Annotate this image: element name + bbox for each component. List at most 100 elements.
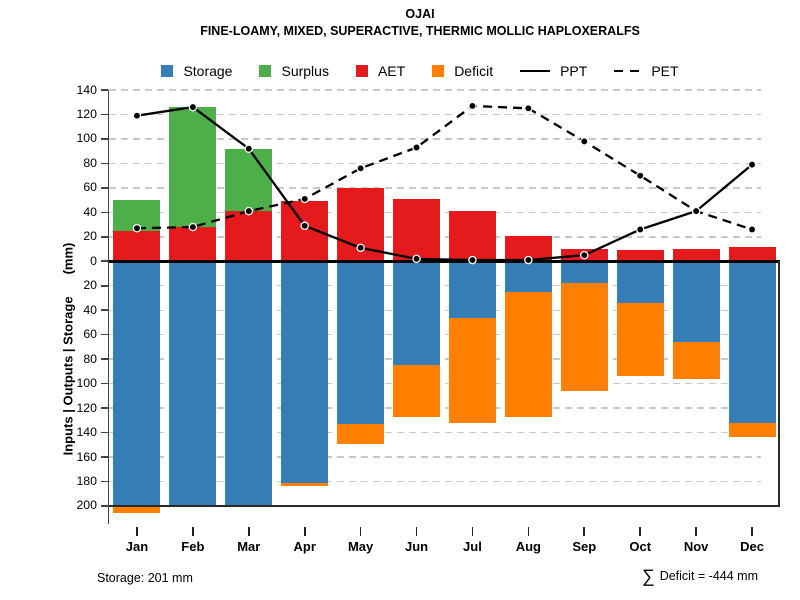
pet-marker-oct bbox=[635, 171, 645, 180]
x-axis-tick-oct bbox=[639, 527, 641, 536]
bar-deficit-jan bbox=[113, 507, 161, 514]
x-axis-tick-mar bbox=[247, 527, 250, 536]
x-tick-label-may: May bbox=[347, 539, 374, 554]
x-axis-tick-feb bbox=[192, 527, 194, 536]
legend-item-pet: PET bbox=[614, 63, 679, 79]
x-tick-label-aug: Aug bbox=[515, 539, 541, 554]
y-axis-tick-0 bbox=[101, 89, 108, 91]
y-axis-tick-1 bbox=[101, 113, 108, 116]
pet-marker-jan bbox=[132, 224, 142, 233]
legend-item-ppt: PPT bbox=[520, 63, 587, 79]
x-tick-label-mar: Mar bbox=[237, 539, 261, 554]
legend-label-aet: AET bbox=[377, 63, 406, 79]
x-axis-tick-jan bbox=[136, 527, 138, 536]
storage-swatch-icon bbox=[161, 65, 174, 77]
bar-storage-may bbox=[337, 261, 385, 424]
legend-item-deficit: Deficit bbox=[432, 63, 493, 79]
gridline-60 bbox=[109, 187, 761, 189]
ppt-line bbox=[136, 105, 753, 262]
y-axis-tick-11 bbox=[101, 358, 108, 360]
gridline-100 bbox=[109, 138, 761, 140]
bar-storage-jul bbox=[448, 261, 496, 318]
bar-deficit-jul bbox=[448, 317, 496, 423]
y-axis-tick-13 bbox=[101, 407, 108, 409]
y-axis-tick-5 bbox=[101, 211, 108, 214]
y-tick-label-2: 100 bbox=[76, 131, 97, 146]
y-axis-tick-2 bbox=[101, 138, 108, 140]
bar-deficit-aug bbox=[504, 291, 552, 417]
x-tick-label-sep: Sep bbox=[572, 539, 597, 554]
ppt-marker-jan bbox=[132, 111, 142, 120]
y-tick-label-15: 160 bbox=[76, 449, 97, 464]
y-axis-title: Inputs | Outputs | Storage (mm) bbox=[61, 243, 76, 456]
ppt-marker-mar bbox=[244, 144, 254, 153]
x-axis-tick-apr bbox=[303, 527, 306, 536]
bar-storage-aug bbox=[504, 261, 552, 292]
y-tick-label-3: 80 bbox=[83, 155, 97, 170]
bar-surplus-mar bbox=[225, 148, 273, 212]
x-tick-label-dec: Dec bbox=[740, 539, 764, 554]
x-tick-label-jun: Jun bbox=[404, 539, 429, 554]
y-tick-label-1: 120 bbox=[76, 106, 97, 121]
x-tick-label-oct: Oct bbox=[629, 539, 652, 554]
bar-aet-jan bbox=[113, 230, 161, 262]
pet-marker-jul bbox=[468, 101, 477, 111]
y-axis-tick-7 bbox=[101, 260, 108, 263]
x-axis-tick-jul bbox=[471, 527, 474, 536]
deficit-swatch-icon bbox=[432, 65, 445, 77]
pet-marker-jun bbox=[412, 143, 421, 152]
line-overlay bbox=[132, 101, 757, 265]
y-axis-tick-17 bbox=[101, 505, 108, 507]
legend-item-aet: AET bbox=[355, 63, 406, 79]
deficit-annotation: ∑ Deficit = -444 mm bbox=[642, 567, 758, 585]
bar-storage-feb bbox=[169, 261, 217, 508]
ppt-marker-oct bbox=[635, 225, 645, 234]
plot-area: 140 120 100 80 60 40 20 0 20 40 60 80 100 120 140 160 18… bbox=[76, 83, 780, 554]
x-axis-tick-sep bbox=[583, 527, 586, 536]
y-axis-tick-14 bbox=[101, 431, 108, 434]
gridline-140 bbox=[109, 89, 761, 91]
bar-deficit-apr bbox=[281, 482, 329, 487]
bar-storage-oct bbox=[616, 261, 664, 303]
bar-storage-jun bbox=[393, 261, 441, 366]
bar-aet-mar bbox=[225, 211, 273, 262]
ppt-marker-feb bbox=[188, 102, 198, 112]
sigma-icon: ∑ bbox=[641, 566, 655, 586]
bar-deficit-sep bbox=[560, 283, 608, 391]
ppt-marker-nov bbox=[691, 206, 701, 216]
ppt-marker-jul bbox=[468, 255, 477, 265]
legend-label-surplus: Surplus bbox=[281, 63, 329, 79]
ppt-marker-jun bbox=[412, 254, 421, 264]
legend-item-storage: Storage bbox=[161, 63, 232, 79]
y-tick-label-5: 40 bbox=[83, 204, 97, 219]
bar-storage-apr bbox=[281, 261, 329, 483]
y-tick-label-12: 100 bbox=[76, 376, 97, 391]
title-block: OJAI FINE-LOAMY, MIXED, SUPERACTIVE, THE… bbox=[40, 7, 800, 38]
x-axis-tick-nov bbox=[695, 527, 697, 536]
pet-marker-aug bbox=[524, 104, 533, 113]
x-axis-tick-jun bbox=[415, 527, 418, 536]
pet-marker-may bbox=[356, 164, 365, 173]
y-axis-tick-4 bbox=[101, 187, 108, 189]
y-tick-label-16: 180 bbox=[76, 474, 97, 489]
gridline-120 bbox=[109, 113, 761, 116]
bar-aet-jun bbox=[393, 198, 441, 262]
y-tick-label-6: 20 bbox=[83, 229, 97, 244]
pet-marker-sep bbox=[580, 137, 589, 146]
chart-title: OJAI bbox=[405, 7, 435, 21]
dashed-line-icon bbox=[614, 69, 642, 73]
legend-label-storage: Storage bbox=[183, 63, 233, 79]
bar-aet-dec bbox=[728, 246, 776, 262]
bar-deficit-jun bbox=[393, 365, 441, 417]
bar-deficit-may bbox=[337, 424, 385, 444]
right-frame-line bbox=[778, 261, 780, 506]
bar-deficit-nov bbox=[672, 342, 720, 379]
pet-marker-dec bbox=[747, 225, 757, 234]
ppt-marker-may bbox=[356, 243, 365, 253]
y-tick-label-4: 60 bbox=[83, 180, 97, 195]
bar-storage-sep bbox=[560, 261, 608, 284]
bottom-frame-line bbox=[109, 505, 780, 507]
pet-line bbox=[136, 104, 753, 231]
x-axis-tick-may bbox=[359, 527, 362, 536]
